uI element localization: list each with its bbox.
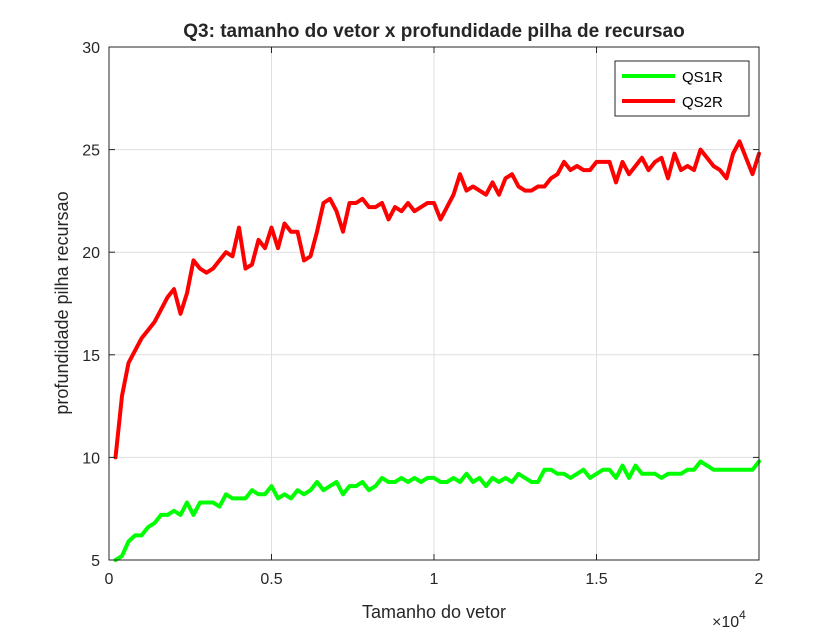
y-tick-label-1: 10 — [82, 450, 100, 467]
x-exponent-label: ×104 — [712, 608, 746, 630]
series-line-qs2r — [113, 139, 761, 460]
legend-label-qs1r: QS1R — [682, 69, 723, 86]
y-axis-label: profundidade pilha recursao — [52, 191, 72, 414]
x-tick-label-0: 0 — [105, 571, 114, 588]
y-tick-label-4: 25 — [82, 143, 100, 160]
series-lines — [113, 139, 761, 562]
chart-title: Q3: tamanho do vetor x profundidade pilh… — [183, 21, 684, 42]
x-exponent-base: ×10 — [712, 614, 739, 630]
x-tick-label-4: 2 — [755, 571, 764, 588]
series-line-qs1r — [113, 459, 761, 562]
y-tick-label-0: 5 — [91, 553, 100, 570]
y-ticks: 5 10 15 20 25 30 — [82, 40, 759, 570]
x-tick-label-3: 1.5 — [585, 571, 607, 588]
legend-label-qs2r: QS2R — [682, 94, 723, 111]
x-axis-label: Tamanho do vetor — [362, 602, 506, 622]
y-tick-label-2: 15 — [82, 348, 100, 365]
y-tick-label-3: 20 — [82, 245, 100, 262]
x-tick-label-1: 0.5 — [260, 571, 282, 588]
y-tick-label-5: 30 — [82, 40, 100, 57]
x-tick-label-2: 1 — [430, 571, 439, 588]
x-ticks: 0 0.5 1 1.5 2 — [105, 47, 764, 588]
legend-box — [614, 60, 750, 117]
legend: QS1R QS2R — [614, 60, 750, 117]
x-exponent-power: 4 — [739, 608, 746, 622]
